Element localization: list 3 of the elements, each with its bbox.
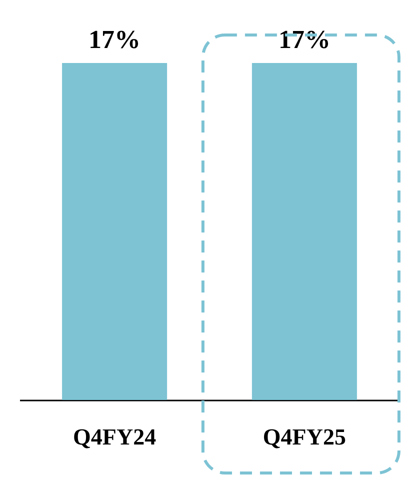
x-tick-label: Q4FY24: [73, 424, 157, 450]
x-tick-label: Q4FY25: [262, 424, 346, 450]
data-label: 17%: [88, 25, 141, 54]
